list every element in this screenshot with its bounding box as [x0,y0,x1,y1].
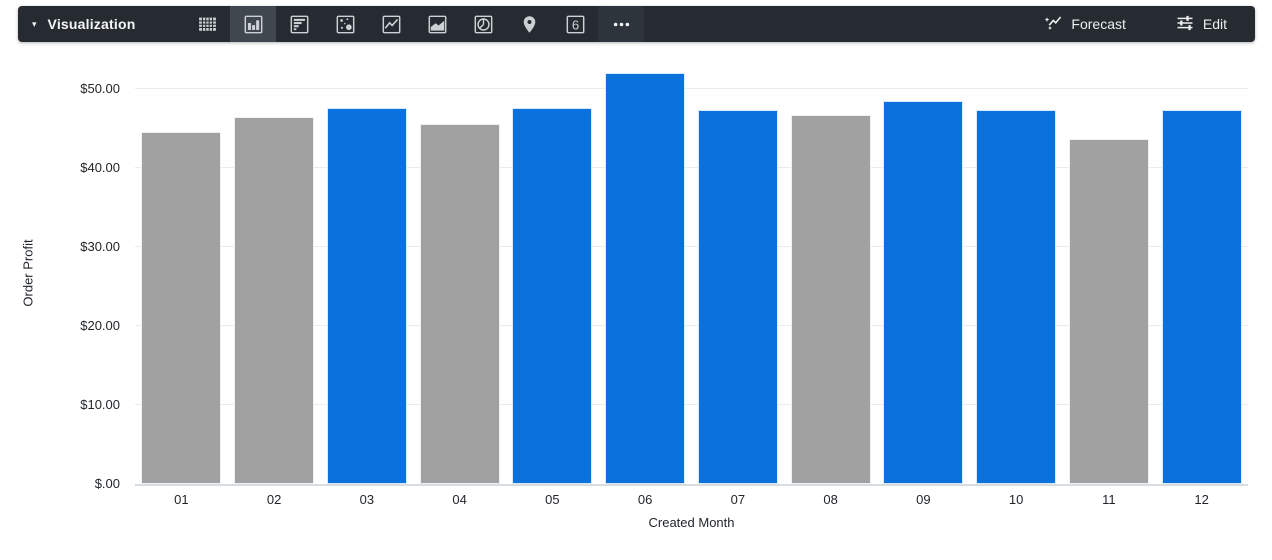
chart-type-pie[interactable] [460,6,506,42]
x-axis-tick-label: 05 [545,492,560,507]
area-icon [427,14,448,35]
bar-02[interactable] [234,116,315,484]
gridline [135,403,1248,405]
visualization-title: Visualization [47,16,136,32]
map-icon [519,14,540,35]
x-axis-tick-label: 06 [637,492,653,507]
bar-07[interactable] [697,110,778,484]
single-value-icon: 6 [565,14,586,35]
bar-04[interactable] [419,124,500,484]
chart-type-more[interactable] [598,6,644,42]
x-axis-tick-label: 01 [174,492,189,507]
tune-sliders-icon [1176,14,1194,35]
y-axis-title: Order Profit [20,239,36,307]
x-axis-tick-label: 04 [452,492,467,507]
bar-10[interactable] [976,110,1057,484]
forecast-button[interactable]: Forecast [1038,13,1131,36]
forecast-label: Forecast [1071,16,1126,32]
bar-09[interactable] [883,100,964,484]
bar-chart-plot-area [135,62,1248,486]
table-icon [197,14,218,35]
more-icon [611,14,632,35]
x-axis-tick-label: 10 [1008,492,1024,507]
visualization-menu-button[interactable]: ▾ Visualization [18,6,184,42]
gridline [135,166,1248,168]
y-axis-tick-label: $30.00 [80,238,120,254]
x-axis-tick-label: 11 [1102,492,1116,507]
chart-type-table[interactable] [184,6,230,42]
x-axis-title: Created Month [648,515,735,530]
y-axis-tick-label: $40.00 [80,159,120,175]
y-axis-tick-label: $.00 [94,476,120,491]
bar-03[interactable] [326,107,407,484]
x-axis-tick-label: 03 [359,492,375,507]
scatter-icon [335,14,356,35]
x-axis-tick-label: 08 [823,492,838,507]
chart-type-map[interactable] [506,6,552,42]
x-axis-tick-label: 12 [1194,492,1209,507]
x-axis-tick-label: 09 [916,492,931,507]
bar-01[interactable] [141,131,222,484]
bar-11[interactable] [1068,139,1149,484]
gridline [135,324,1248,326]
bar-icon [289,14,310,35]
pie-icon [473,14,494,35]
edit-label: Edit [1202,16,1227,32]
y-axis-tick-label: $20.00 [80,317,120,333]
gridline [135,245,1248,247]
chart-type-switcher: 6 [184,6,644,42]
bar-05[interactable] [512,107,593,484]
x-axis-tick-label: 02 [266,492,282,507]
chart-type-bar[interactable] [276,6,322,42]
bar-08[interactable] [790,114,871,484]
svg-text:6: 6 [571,17,578,32]
chevron-down-icon: ▾ [32,18,37,29]
visualization-toolbar: ▾ Visualization 6 Forecast [18,6,1255,42]
chart-type-area[interactable] [414,6,460,42]
bar-12[interactable] [1161,110,1242,484]
chart-type-scatter[interactable] [322,6,368,42]
edit-button[interactable]: Edit [1170,13,1233,36]
column-icon [243,14,264,35]
y-axis-tick-label: $50.00 [80,80,120,96]
forecast-sparkline-icon [1044,14,1062,35]
gridline [135,87,1248,89]
bar-06[interactable] [605,73,686,484]
line-icon [381,14,402,35]
toolbar-actions: Forecast [1038,13,1255,36]
chart-type-column[interactable] [230,6,276,42]
chart-type-single-value[interactable]: 6 [552,6,598,42]
x-axis-tick-label: 07 [730,492,746,507]
chart-type-line[interactable] [368,6,414,42]
y-axis-tick-label: $10.00 [80,396,120,412]
